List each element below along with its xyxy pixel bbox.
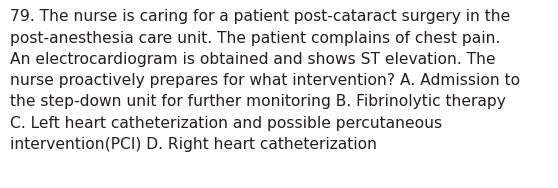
- Text: 79. The nurse is caring for a patient post-cataract surgery in the
post-anesthes: 79. The nurse is caring for a patient po…: [10, 9, 520, 152]
